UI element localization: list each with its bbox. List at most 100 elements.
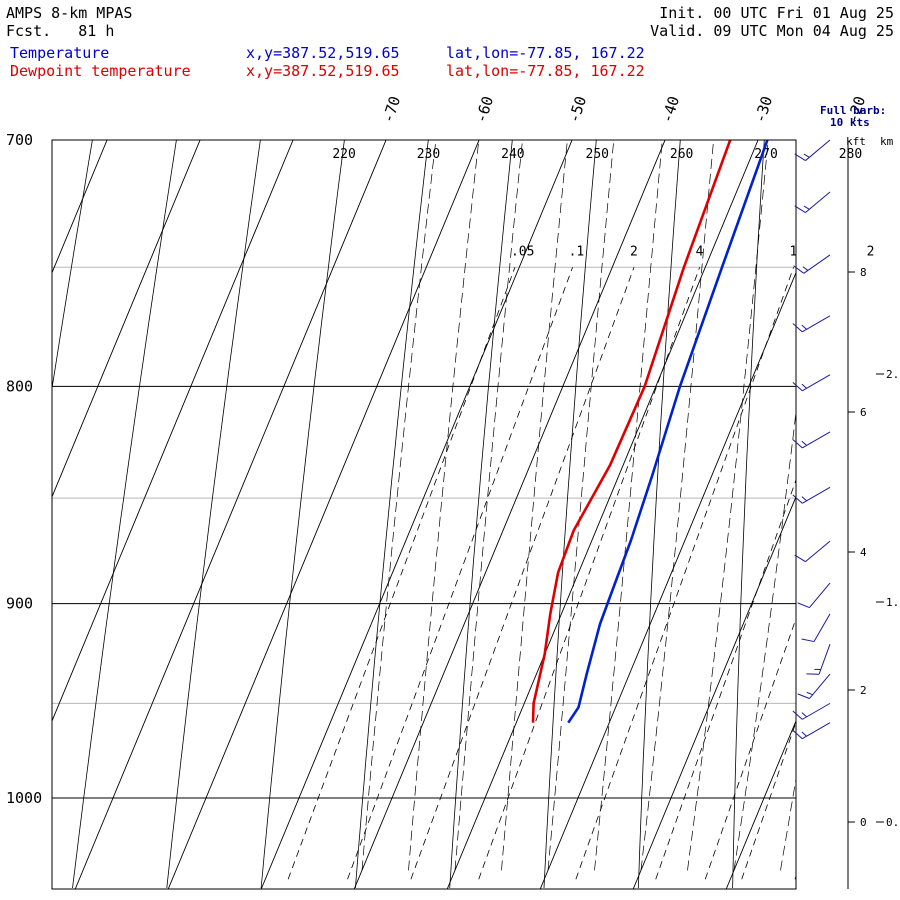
isotherm-line	[819, 140, 900, 889]
km-label: km	[880, 135, 894, 148]
temperature-latlon: lat,lon=-77.85, 167.22	[446, 44, 645, 62]
kft-tick-label: 4	[860, 546, 867, 559]
wind-barb	[792, 486, 831, 504]
dry-adiabat	[260, 140, 345, 889]
dry-adiabat	[543, 140, 597, 889]
barb-flag	[801, 638, 815, 643]
barb-flag	[794, 554, 806, 563]
isotherm-line	[353, 140, 666, 889]
barb-staff	[802, 702, 831, 720]
pressure-tick-label: 900	[6, 595, 33, 613]
isotherm-label: -70	[379, 94, 404, 125]
mixing-ratio-label: 2	[867, 244, 875, 259]
barb-half-flag	[801, 496, 807, 502]
mixing-ratio-label: 2	[630, 244, 638, 259]
barb-staff	[805, 191, 831, 213]
moist-adiabat	[874, 3, 900, 870]
kft-tick-label: 2	[860, 684, 867, 697]
plot-frame	[51, 139, 797, 890]
km-tick-label: 0.	[886, 816, 899, 829]
wind-barb	[794, 191, 831, 213]
moist-adiabat	[594, 140, 663, 871]
theta-label: 260	[670, 147, 693, 162]
theta-label: 230	[417, 147, 440, 162]
wind-barb	[792, 374, 831, 392]
kft-tick-label: 0	[860, 816, 867, 829]
theta-label: 280	[839, 147, 862, 162]
barb-half-flag	[801, 731, 807, 737]
theta-label: 220	[332, 147, 355, 162]
barb-half-flag	[806, 691, 813, 696]
mixing-ratio-line	[478, 267, 701, 880]
barb-flag	[792, 439, 803, 449]
kft-label: kft	[846, 135, 866, 148]
barb-flag	[792, 729, 803, 740]
barb-staff	[802, 315, 831, 333]
barb-staff	[802, 722, 831, 740]
kft-tick-label: 6	[860, 406, 867, 419]
barb-note-speed: 10 kts	[830, 116, 870, 129]
dry-adiabat	[355, 140, 429, 889]
mixing-ratio-line	[347, 267, 573, 880]
barb-half-flag	[801, 440, 807, 446]
dry-adiabat	[449, 140, 513, 889]
forecast-hour: Fcst. 81 h	[6, 22, 115, 40]
wind-barb	[793, 254, 831, 274]
dewpoint-profile	[531, 140, 732, 723]
mixing-ratio-line	[655, 478, 796, 880]
barb-staff	[802, 486, 831, 504]
barb-staff	[802, 374, 831, 392]
isotherm-line	[446, 140, 759, 889]
isotherm-line	[725, 719, 796, 889]
mixing-ratio-line	[575, 267, 794, 880]
pressure-tick-label: 1000	[6, 789, 42, 807]
barb-flag	[792, 323, 803, 333]
wind-barb	[794, 540, 831, 563]
moist-adiabat	[780, 776, 796, 871]
moist-adiabat	[827, 3, 900, 870]
dewpoint-xy: x,y=387.52,519.65	[246, 62, 400, 80]
moist-adiabat	[454, 140, 523, 871]
temperature-legend: Temperature	[10, 44, 110, 62]
barb-half-flag	[801, 712, 807, 718]
mixing-ratio-label: 1	[790, 244, 798, 259]
wind-barb	[792, 431, 831, 449]
barb-staff	[818, 644, 831, 675]
wind-barb	[792, 702, 831, 720]
barb-staff	[805, 540, 831, 563]
isotherm-label: -50	[565, 94, 590, 125]
barb-flag	[794, 205, 806, 213]
wind-barb	[801, 613, 831, 643]
pressure-tick-label: 700	[6, 131, 33, 149]
barb-flag	[797, 602, 810, 608]
barb-flag	[792, 382, 803, 392]
temperature-profile	[567, 140, 769, 724]
barb-staff	[803, 254, 831, 274]
barb-staff	[809, 673, 831, 699]
isotherm-line	[74, 140, 387, 889]
barb-flag	[797, 693, 810, 699]
kft-tick-label: 8	[860, 266, 867, 279]
theta-label: 270	[754, 147, 777, 162]
barb-staff	[809, 582, 831, 608]
wind-barb	[806, 644, 831, 675]
theta-label: 250	[586, 147, 609, 162]
moist-adiabat	[547, 140, 615, 871]
wind-barb	[792, 722, 831, 740]
barb-half-flag	[802, 266, 809, 271]
dry-adiabat	[52, 140, 93, 391]
temperature-xy: x,y=387.52,519.65	[246, 44, 400, 62]
mixing-ratio-line	[704, 617, 796, 880]
mixing-ratio-line	[741, 721, 796, 880]
moist-adiabat	[361, 140, 437, 871]
isotherm-line	[52, 140, 201, 498]
isotherm-line	[52, 140, 108, 274]
init-time: Init. 00 UTC Fri 01 Aug 25	[659, 4, 894, 22]
mixing-ratio-line	[794, 875, 796, 880]
moist-adiabat	[501, 140, 568, 871]
isotherm-line	[0, 140, 14, 889]
isotherm-line	[539, 271, 796, 889]
dry-adiabat	[166, 140, 261, 889]
dry-adiabat	[732, 140, 765, 889]
